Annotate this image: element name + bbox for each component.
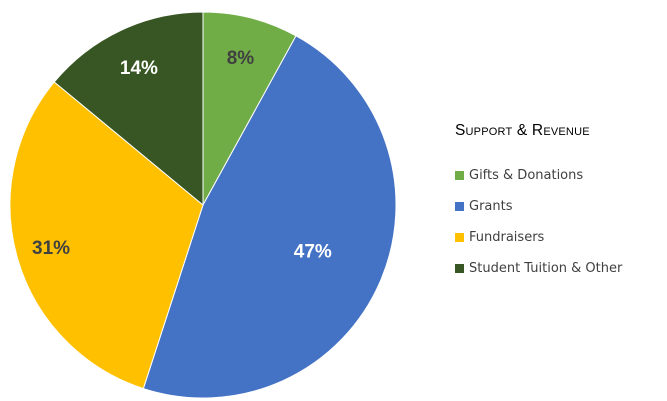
data-label-fundraisers: 31% [32, 238, 70, 259]
legend-item-gifts-donations: Gifts & Donations [455, 160, 622, 191]
legend-swatch-student-tuition-other [455, 264, 464, 273]
legend: Support & Revenue Gifts & Donations Gran… [455, 122, 622, 284]
pie-slice-grants [142, 35, 397, 399]
data-label-grants: 47% [294, 242, 332, 263]
legend-swatch-fundraisers [455, 233, 464, 242]
legend-item-fundraisers: Fundraisers [455, 222, 622, 253]
pie-slice-gifts-donations [202, 11, 297, 206]
data-label-gifts-donations: 8% [227, 48, 255, 69]
pie-slice-fundraisers [9, 81, 204, 390]
legend-item-grants: Grants [455, 191, 622, 222]
legend-label-grants: Grants [469, 199, 513, 214]
pie-slice-student-tuition-other [53, 11, 204, 207]
legend-label-fundraisers: Fundraisers [469, 230, 545, 245]
legend-swatch-gifts-donations [455, 171, 464, 180]
legend-label-gifts-donations: Gifts & Donations [469, 168, 584, 183]
data-label-student-tuition-other: 14% [120, 58, 158, 79]
legend-label-student-tuition-other: Student Tuition & Other [469, 261, 623, 276]
legend-swatch-grants [455, 202, 464, 211]
legend-title: Support & Revenue [455, 122, 590, 139]
legend-item-student-tuition-other: Student Tuition & Other [455, 253, 622, 284]
